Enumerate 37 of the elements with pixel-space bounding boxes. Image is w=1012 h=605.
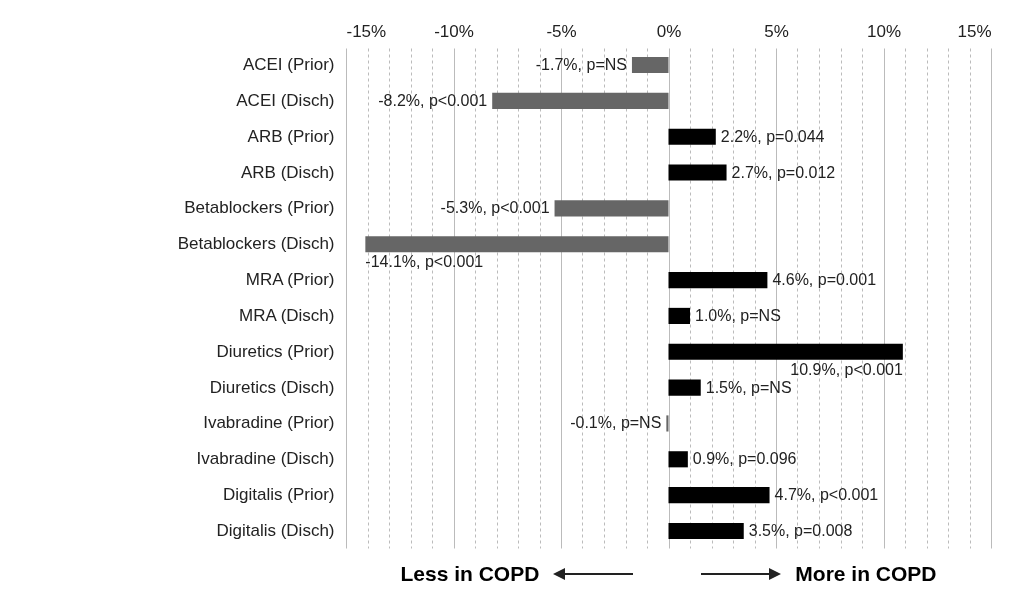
- y-tick-label: Diuretics (Prior): [216, 341, 335, 361]
- data-label: 2.7%, p=0.012: [731, 163, 836, 181]
- y-tick-label: ARB (Disch): [240, 162, 335, 182]
- data-label: 1.0%, p=NS: [695, 306, 781, 324]
- y-tick-label: Digitalis (Disch): [216, 520, 335, 540]
- y-tick-label: Betablockers (Disch): [177, 234, 335, 254]
- data-label: 0.9%, p=0.096: [692, 450, 797, 468]
- x-tick-label: -5%: [546, 21, 577, 41]
- data-label: 3.5%, p=0.008: [748, 521, 853, 539]
- text: More in COPD: [795, 562, 937, 586]
- y-tick-label: MRA (Prior): [245, 270, 335, 290]
- x-tick-label: 15%: [957, 21, 992, 41]
- y-tick-label: Diuretics (Disch): [209, 377, 335, 397]
- y-tick-label: Ivabradine (Disch): [196, 449, 335, 469]
- data-label: 4.7%, p<0.001: [774, 486, 879, 504]
- y-tick-label: ACEI (Prior): [242, 55, 335, 75]
- data-label: 1.5%, p=NS: [705, 378, 792, 396]
- x-tick-label: 5%: [764, 21, 789, 41]
- x-tick-label: 10%: [866, 21, 902, 41]
- data-label: 4.6%, p=0.001: [772, 271, 877, 289]
- text: Less in COPD: [400, 562, 540, 586]
- data-label: -0.1%, p=NS: [570, 414, 662, 432]
- y-tick-label: ARB (Prior): [247, 126, 335, 146]
- y-tick-label: MRA (Disch): [239, 305, 335, 325]
- y-tick-label: Betablockers (Prior): [184, 198, 335, 218]
- data-label: 10.9%, p<0.001: [790, 360, 903, 378]
- data-label: -8.2%, p<0.001: [378, 91, 488, 109]
- data-label: -5.3%, p<0.001: [440, 199, 550, 217]
- y-tick-label: Ivabradine (Prior): [203, 413, 335, 433]
- y-tick-label: Digitalis (Prior): [223, 485, 335, 505]
- x-tick-label: 0%: [656, 21, 682, 41]
- y-tick-label: ACEI (Disch): [236, 90, 335, 110]
- x-tick-label: -10%: [434, 21, 474, 41]
- data-label: 2.2%, p=0.044: [720, 127, 825, 145]
- x-tick-label: -15%: [346, 21, 387, 41]
- data-label: -1.7%, p=NS: [535, 56, 627, 74]
- data-label: -14.1%, p<0.001: [365, 253, 484, 271]
